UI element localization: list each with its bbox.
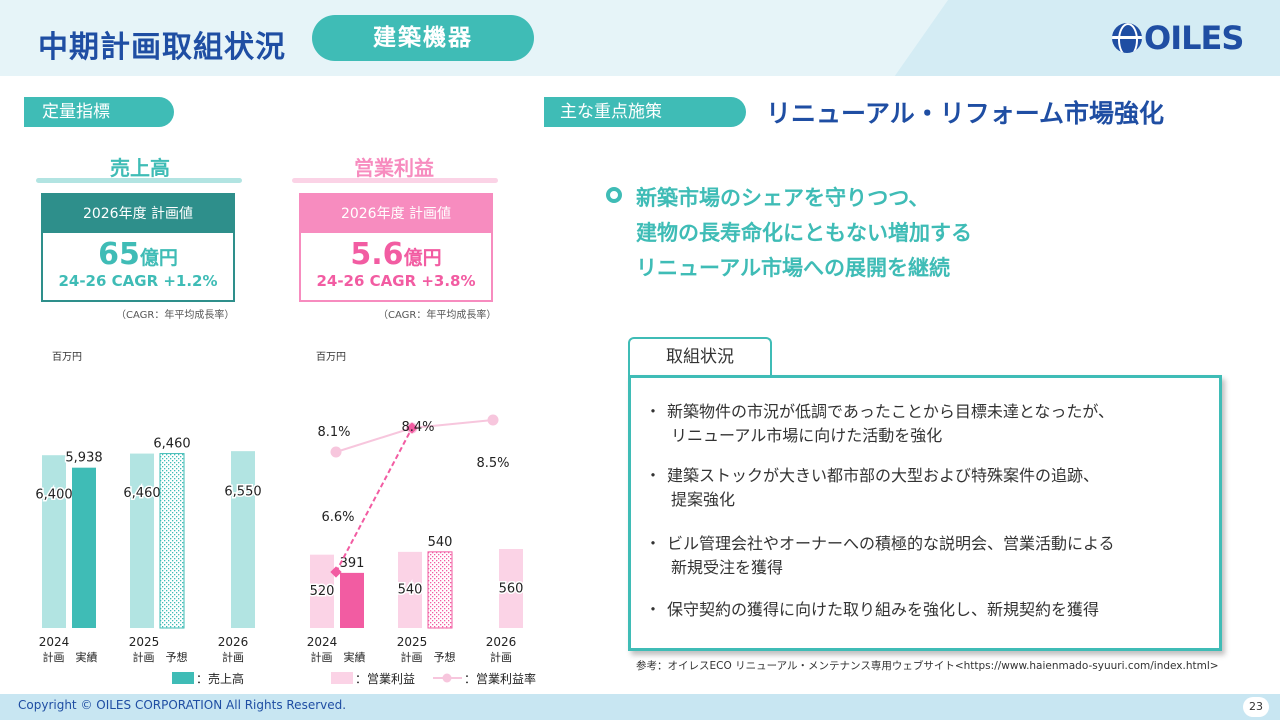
status-item-line: 提案強化 xyxy=(671,490,736,509)
page-number: 23 xyxy=(1243,697,1269,717)
data-label: 560 xyxy=(499,581,524,596)
section-label-quantitative: 定量指標 xyxy=(24,97,174,127)
x-axis-year: 2026 xyxy=(218,635,249,649)
margin-label: 8.1% xyxy=(317,425,350,440)
profit-kpi-note: （CAGR：年平均成長率） xyxy=(378,310,497,321)
bullet-dot: ・ xyxy=(645,402,662,421)
status-item-line: 建築ストックが大きい都市部の大型および特殊案件の追跡、 xyxy=(667,466,1100,485)
bar-plan xyxy=(231,451,255,628)
x-axis-year: 2026 xyxy=(486,635,517,649)
bar-forecast xyxy=(159,453,185,629)
x-axis-sublabel: 計画 予想 xyxy=(401,650,456,664)
bar-plan xyxy=(42,455,66,628)
company-logo: OILES xyxy=(1112,19,1244,57)
data-label: 6,550 xyxy=(224,484,261,499)
data-label: 391 xyxy=(340,556,365,571)
key-point-line: 新築市場のシェアを守りつつ、 xyxy=(636,186,930,210)
key-point-line: リニューアル市場への展開を継続 xyxy=(636,256,950,280)
sales-chart-unit: 百万円 xyxy=(52,352,82,363)
sales-kpi-note: （CAGR：年平均成長率） xyxy=(116,310,235,321)
status-tab: 取組状況 xyxy=(628,337,772,375)
margin-label: 8.4% xyxy=(401,420,434,435)
sales-kpi-cagr: 24-26 CAGR +1.2% xyxy=(58,272,218,290)
section-label-measures: 主な重点施策 xyxy=(544,97,746,127)
profit-kpi-head: 2026年度 計画値 xyxy=(301,195,491,233)
globe-icon xyxy=(1112,23,1142,53)
profit-kpi-cagr: 24-26 CAGR +3.8% xyxy=(316,272,476,290)
data-label: 540 xyxy=(428,535,453,550)
margin-plan-point xyxy=(487,414,499,426)
status-box: ・ 新築物件の市況が低調であったことから目標未達となったが、リニューアル市場に向… xyxy=(628,375,1222,651)
status-item-line: 新築物件の市況が低調であったことから目標未達となったが、 xyxy=(667,402,1115,421)
legend-label: ：営業利益 xyxy=(355,672,415,686)
bullet-dot: ・ xyxy=(645,600,662,619)
legend-swatch xyxy=(172,672,194,684)
bar-plan xyxy=(130,453,154,628)
bar-plan xyxy=(310,554,334,628)
profit-chart-unit: 百万円 xyxy=(316,352,346,363)
status-item-line: リニューアル市場に向けた活動を強化 xyxy=(671,426,943,445)
x-axis-sublabel: 計画 xyxy=(490,650,512,664)
legend-marker xyxy=(442,673,452,683)
copyright: Copyright © OILES CORPORATION All Rights… xyxy=(18,698,347,712)
bar-plan xyxy=(398,551,422,628)
x-axis-year: 2024 xyxy=(307,635,338,649)
bar-actual xyxy=(340,572,364,628)
profit-kpi-box: 2026年度 計画値 5.6億円 24-26 CAGR +3.8% xyxy=(299,193,493,302)
bar-forecast xyxy=(427,551,453,629)
measures-heading: リニューアル・リフォーム市場強化 xyxy=(766,99,1165,128)
x-axis-year: 2024 xyxy=(39,635,70,649)
footer-bar xyxy=(0,694,1280,720)
bullet-dot: ・ xyxy=(645,466,662,485)
profit-kpi-title: 営業利益 xyxy=(354,156,434,180)
bullet-dot: ・ xyxy=(645,534,662,553)
x-axis-sublabel: 計画 予想 xyxy=(133,650,188,664)
data-label: 6,460 xyxy=(153,437,190,452)
data-label: 6,460 xyxy=(123,486,160,501)
margin-label: 6.6% xyxy=(321,510,354,525)
profit-kpi-underline xyxy=(292,178,498,183)
x-axis-year: 2025 xyxy=(129,635,160,649)
logo-text: OILES xyxy=(1144,19,1244,57)
legend-label: ：営業利益率 xyxy=(464,671,536,686)
page-title: 中期計画取組状況 xyxy=(38,30,286,65)
category-badge: 建築機器 xyxy=(312,15,534,61)
x-axis-sublabel: 計画 xyxy=(222,650,244,664)
margin-plan-point xyxy=(330,446,342,458)
bullet-circle-icon xyxy=(606,187,622,203)
header-bar xyxy=(0,0,1280,76)
x-axis-year: 2025 xyxy=(397,635,428,649)
sales-kpi-box: 2026年度 計画値 65億円 24-26 CAGR +1.2% xyxy=(41,193,235,302)
status-item-line: 保守契約の獲得に向けた取り組みを強化し、新規契約を獲得 xyxy=(667,600,1100,619)
status-item-line: ビル管理会社やオーナーへの積極的な説明会、営業活動による xyxy=(667,534,1115,553)
x-axis-sublabel: 計画 実績 xyxy=(311,650,366,664)
legend-label: ：売上高 xyxy=(196,671,244,686)
data-label: 540 xyxy=(398,583,423,598)
legend-swatch xyxy=(331,672,353,684)
bar-plan xyxy=(499,549,523,628)
data-label: 6,400 xyxy=(35,487,72,502)
status-item-line: 新規受注を獲得 xyxy=(671,558,784,577)
key-point-line: 建物の長寿命化にともない増加する xyxy=(636,221,972,245)
sales-kpi-head: 2026年度 計画値 xyxy=(43,195,233,233)
profit-kpi-value: 5.6億円 xyxy=(350,237,442,272)
sales-kpi-underline xyxy=(36,178,242,183)
margin-label: 8.5% xyxy=(476,456,509,471)
data-label: 5,938 xyxy=(65,451,102,466)
sales-kpi-title: 売上高 xyxy=(110,156,170,180)
x-axis-sublabel: 計画 実績 xyxy=(43,650,98,664)
margin-actual-line xyxy=(335,427,413,573)
reference-link[interactable]: 参考：オイレスECO リニューアル・メンテナンス専用ウェブサイト<https:/… xyxy=(636,660,1219,672)
bar-actual xyxy=(72,467,96,628)
sales-kpi-value: 65億円 xyxy=(98,237,178,272)
data-label: 520 xyxy=(310,584,335,599)
